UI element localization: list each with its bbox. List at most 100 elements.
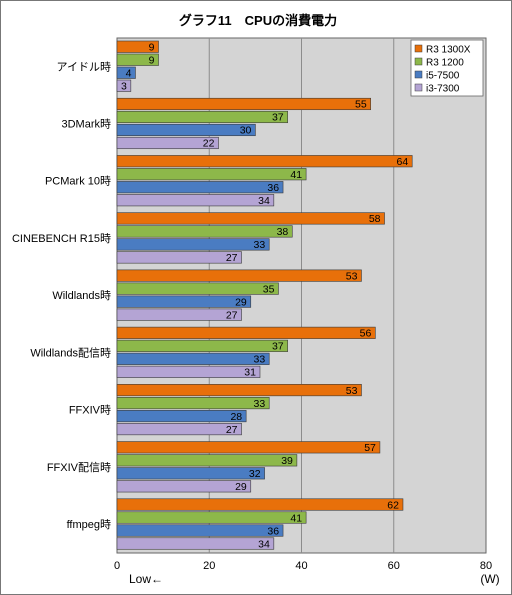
- category-label: PCMark 10時: [45, 175, 111, 188]
- bar: [116, 66, 136, 79]
- bar-value-label: 9: [149, 42, 155, 54]
- legend-entry: R3 1200: [426, 58, 464, 69]
- bar: [116, 110, 288, 124]
- bar-value-label: 39: [281, 455, 293, 467]
- bar: [116, 441, 381, 454]
- bar-value-label: 31: [244, 367, 256, 379]
- bars: 9943553730226441363458383327533529275637…: [116, 40, 413, 550]
- category-labels: アイドル時 3DMark時 PCMark 10時 CINEBENCH R15時 Wild…: [12, 60, 111, 531]
- bar-value-label: 9: [149, 55, 155, 67]
- legend-swatch: [414, 83, 423, 92]
- legend-swatch: [414, 44, 423, 53]
- x-tick-label-40: 40: [295, 560, 307, 572]
- bar: [116, 97, 371, 111]
- bar-value-label: 64: [397, 156, 409, 168]
- bar: [116, 269, 362, 282]
- bar: [116, 524, 284, 537]
- bar: [116, 53, 159, 66]
- category-label: Wildlands時: [52, 289, 111, 302]
- bar-value-label: 57: [364, 442, 376, 454]
- bar: [116, 467, 265, 480]
- bar: [116, 136, 219, 150]
- bar: [116, 326, 376, 339]
- category-label: 3DMark時: [61, 117, 111, 130]
- bar: [116, 194, 275, 207]
- bar-value-label: 3: [121, 81, 127, 93]
- bar-value-label: 36: [267, 182, 279, 194]
- legend: R3 1300X R3 1200 i5-7500 i3-7300: [410, 39, 484, 97]
- bar: [116, 282, 279, 295]
- bar: [116, 410, 247, 423]
- bar: [116, 365, 261, 378]
- bar-value-label: 37: [272, 341, 284, 353]
- x-axis-ticks: 0 20 40 60 80: [114, 560, 492, 572]
- bar: [116, 225, 293, 238]
- category-label: アイドル時: [57, 60, 111, 73]
- bar-value-label: 53: [346, 385, 358, 397]
- bar-value-label: 38: [277, 226, 289, 238]
- bar-value-label: 56: [360, 328, 372, 340]
- bar-value-label: 29: [235, 481, 247, 493]
- bar: [116, 384, 362, 397]
- bar-value-label: 34: [258, 195, 270, 207]
- x-axis-unit-label: (W): [480, 572, 499, 586]
- x-tick-label-80: 80: [480, 560, 492, 572]
- bar: [116, 212, 385, 225]
- bar: [116, 498, 404, 511]
- bar-value-label: 36: [267, 525, 279, 537]
- category-label: CINEBENCH R15時: [12, 232, 111, 245]
- bar-value-label: 35: [263, 283, 275, 295]
- category-label: ffmpeg時: [67, 518, 111, 531]
- bar: [116, 79, 132, 92]
- bar-value-label: 62: [387, 499, 399, 511]
- bar: [116, 339, 288, 352]
- bar-value-label: 53: [346, 270, 358, 282]
- category-label: Wildlands配信時: [30, 346, 111, 359]
- bar-value-label: 27: [226, 252, 238, 264]
- bar-value-label: 34: [258, 538, 270, 550]
- bar: [116, 238, 270, 251]
- bar: [116, 537, 275, 550]
- x-tick-label-20: 20: [203, 560, 215, 572]
- bar: [116, 308, 242, 321]
- category-label: FFXIV配信時: [47, 461, 111, 474]
- bar: [116, 295, 252, 308]
- legend-swatch: [414, 57, 423, 66]
- bar-value-label: 22: [203, 138, 215, 150]
- chart-title: グラフ11 CPUの消費電力: [179, 13, 337, 28]
- bar: [116, 168, 307, 181]
- bar-value-label: 27: [226, 309, 238, 321]
- bar: [116, 123, 256, 137]
- bar: [116, 251, 242, 264]
- bar: [116, 352, 270, 365]
- bar: [116, 511, 307, 524]
- bar-value-label: 30: [240, 125, 252, 137]
- legend-swatch: [414, 70, 423, 79]
- bar-value-label: 28: [230, 411, 242, 423]
- bar-value-label: 41: [290, 169, 302, 181]
- bar-value-label: 33: [254, 354, 266, 366]
- bar: [116, 181, 284, 194]
- bar: [116, 454, 298, 467]
- bar: [116, 423, 242, 436]
- legend-box: [410, 39, 484, 97]
- bar-value-label: 33: [254, 239, 266, 251]
- bar-value-label: 55: [355, 99, 367, 111]
- bar-value-label: 58: [369, 213, 381, 225]
- bar-value-label: 37: [272, 112, 284, 124]
- legend-entry: i3-7300: [426, 84, 460, 95]
- legend-entry: i5-7500: [426, 71, 460, 82]
- bar: [116, 397, 270, 410]
- bar: [116, 40, 159, 53]
- category-label: FFXIV時: [69, 404, 111, 417]
- bar-value-label: 41: [290, 512, 302, 524]
- x-tick-label-0: 0: [114, 560, 120, 572]
- x-tick-label-60: 60: [388, 560, 400, 572]
- bar-value-label: 27: [226, 424, 238, 436]
- bar: [116, 155, 413, 168]
- legend-entry: R3 1300X: [426, 45, 471, 56]
- bar-value-label: 32: [249, 468, 261, 480]
- bar-value-label: 4: [126, 68, 132, 80]
- bar-value-label: 33: [254, 398, 266, 410]
